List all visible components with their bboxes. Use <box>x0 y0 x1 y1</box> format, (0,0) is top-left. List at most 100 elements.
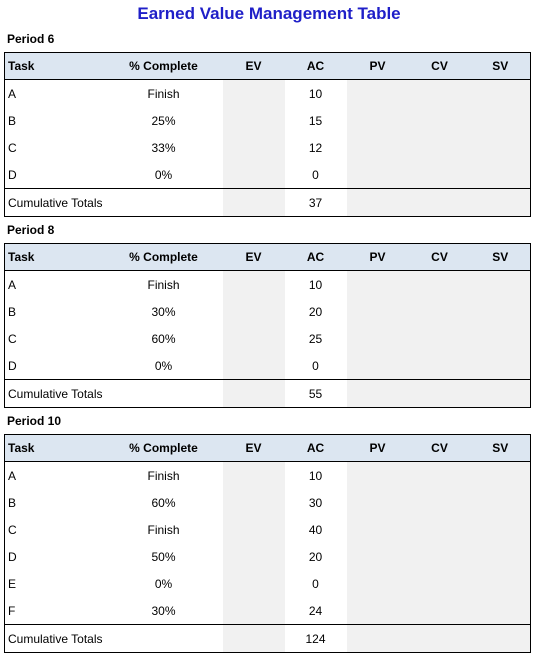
table-row: A Finish 10 <box>4 270 531 298</box>
table-row: F 30% 24 <box>4 597 531 625</box>
sv-cell <box>470 352 531 380</box>
task-cell: A <box>4 461 105 489</box>
cv-cell <box>408 161 471 189</box>
ac-cell: 0 <box>312 358 319 373</box>
pv-cell <box>346 107 409 134</box>
table-row: E 0% 0 <box>4 570 531 597</box>
sv-cell <box>470 597 531 625</box>
header-task: Task <box>4 243 105 271</box>
header-ac: AC <box>284 434 347 462</box>
table-row: D 0% 0 <box>4 161 531 189</box>
ac-total-cell: 37 <box>284 188 347 217</box>
pv-total-cell <box>346 379 409 408</box>
table-row: C 60% 25 <box>4 325 531 352</box>
pct-complete-cell: Finish <box>147 277 180 292</box>
pct-complete-cell: Finish <box>147 468 180 483</box>
period-10-label: Period 10 <box>7 414 62 428</box>
sv-cell <box>470 543 531 570</box>
table-row: B 25% 15 <box>4 107 531 134</box>
pct-complete-cell: 50% <box>151 549 176 564</box>
ev-cell <box>222 570 285 597</box>
ev-total-cell <box>222 188 285 217</box>
pv-cell <box>346 79 409 107</box>
header-ev: EV <box>222 243 285 271</box>
ac-cell: 25 <box>308 331 323 346</box>
pct-complete-cell: 25% <box>151 113 176 128</box>
sv-cell <box>470 570 531 597</box>
header-ac: AC <box>284 52 347 80</box>
pv-cell <box>346 461 409 489</box>
ev-cell <box>222 461 285 489</box>
page-title: Earned Value Management Table <box>137 4 401 23</box>
cumulative-totals-label: Cumulative Totals <box>4 188 223 217</box>
sv-cell <box>470 325 531 352</box>
ac-cell: 15 <box>308 113 323 128</box>
ev-cell <box>222 107 285 134</box>
ev-cell <box>222 543 285 570</box>
task-cell: B <box>4 298 105 325</box>
ac-cell: 12 <box>308 140 323 155</box>
ac-total-cell: 124 <box>284 624 347 653</box>
cv-cell <box>408 325 471 352</box>
pct-complete-cell: 0% <box>154 167 173 182</box>
period-10-table: Task % Complete EV AC PV CV SV A Finish … <box>4 434 531 653</box>
sv-cell <box>470 516 531 543</box>
sv-cell <box>470 79 531 107</box>
sv-total-cell <box>470 379 531 408</box>
ev-cell <box>222 597 285 625</box>
cv-cell <box>408 597 471 625</box>
sv-total-cell <box>470 188 531 217</box>
task-cell: A <box>4 79 105 107</box>
ev-cell <box>222 489 285 516</box>
cv-total-cell <box>408 624 471 653</box>
sv-cell <box>470 461 531 489</box>
pct-complete-cell: 0% <box>154 358 173 373</box>
ev-cell <box>222 161 285 189</box>
table-header-row: Task % Complete EV AC PV CV SV <box>4 243 531 271</box>
task-cell: C <box>4 325 105 352</box>
header-task: Task <box>4 52 105 80</box>
table-header-row: Task % Complete EV AC PV CV SV <box>4 434 531 462</box>
header-cv: CV <box>408 243 471 271</box>
task-cell: B <box>4 489 105 516</box>
header-task: Task <box>4 434 105 462</box>
cumulative-totals-row: Cumulative Totals 124 <box>4 624 531 653</box>
ev-cell <box>222 352 285 380</box>
pv-cell <box>346 298 409 325</box>
header-pv: PV <box>346 243 409 271</box>
table-row: C 33% 12 <box>4 134 531 161</box>
pct-complete-cell: 0% <box>154 576 173 591</box>
header-cv: CV <box>408 52 471 80</box>
sv-cell <box>470 298 531 325</box>
header-ev: EV <box>222 434 285 462</box>
cv-cell <box>408 134 471 161</box>
ac-cell: 10 <box>308 277 323 292</box>
sv-cell <box>470 489 531 516</box>
pv-cell <box>346 543 409 570</box>
ev-total-cell <box>222 624 285 653</box>
header-sv: SV <box>470 434 531 462</box>
pct-complete-cell: 30% <box>151 304 176 319</box>
cv-cell <box>408 461 471 489</box>
table-row: A Finish 10 <box>4 79 531 107</box>
ac-cell: 20 <box>308 304 323 319</box>
pv-cell <box>346 325 409 352</box>
table-row: D 0% 0 <box>4 352 531 380</box>
task-cell: C <box>4 516 105 543</box>
cumulative-totals-row: Cumulative Totals 55 <box>4 379 531 408</box>
sv-cell <box>470 134 531 161</box>
pct-complete-cell: 33% <box>151 140 176 155</box>
cv-cell <box>408 107 471 134</box>
ac-cell: 20 <box>308 549 323 564</box>
ev-cell <box>222 79 285 107</box>
cv-cell <box>408 516 471 543</box>
sv-total-cell <box>470 624 531 653</box>
header-sv: SV <box>470 243 531 271</box>
cv-cell <box>408 270 471 298</box>
ev-cell <box>222 516 285 543</box>
task-cell: A <box>4 270 105 298</box>
pct-complete-cell: 30% <box>151 603 176 618</box>
pv-cell <box>346 597 409 625</box>
sv-cell <box>470 161 531 189</box>
period-8-label: Period 8 <box>7 223 55 237</box>
